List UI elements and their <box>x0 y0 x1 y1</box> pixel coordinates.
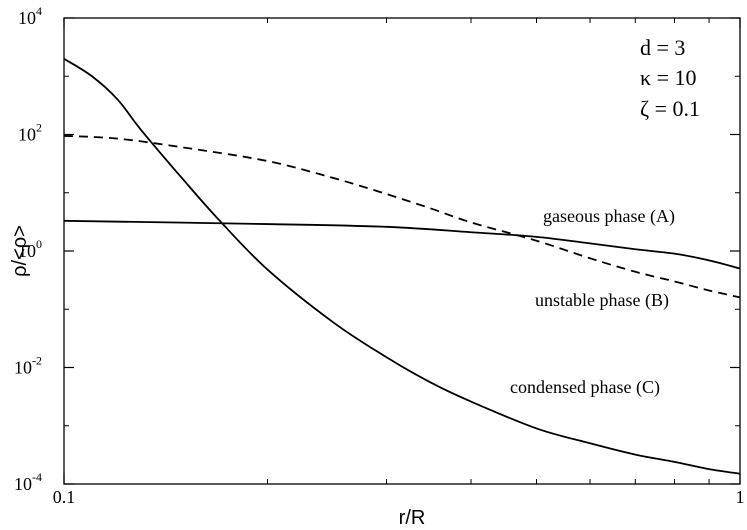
label-gaseous-phase: gaseous phase (A) <box>543 206 675 227</box>
x-axis-label: r/R <box>399 507 426 529</box>
series-gaseous-line <box>63 219 741 270</box>
series-unstable-line <box>63 134 741 299</box>
label-condensed-phase: condensed phase (C) <box>510 377 660 398</box>
y-tick-label: 10-4 <box>14 470 42 494</box>
param-kappa: κ = 10 <box>640 65 697 90</box>
y-tick-label: 10-2 <box>14 354 42 378</box>
y-tick-label: 100 <box>18 237 42 261</box>
curves-layer <box>63 57 741 475</box>
series-condensed-line <box>63 57 741 475</box>
param-zeta: ζ = 0.1 <box>640 96 700 121</box>
param-d: d = 3 <box>640 35 685 60</box>
y-axis-label: ρ/<ρ> <box>9 225 31 277</box>
y-tick-label: 102 <box>18 121 42 145</box>
label-unstable-phase: unstable phase (B) <box>535 290 669 311</box>
axis-ticks: 0.1 1 10-4 10-2 100 102 104 <box>14 4 745 507</box>
x-tick-label: 0.1 <box>53 487 76 507</box>
x-tick-label: 1 <box>736 487 745 507</box>
y-tick-label: 104 <box>18 4 42 28</box>
plot-frame <box>63 17 741 485</box>
